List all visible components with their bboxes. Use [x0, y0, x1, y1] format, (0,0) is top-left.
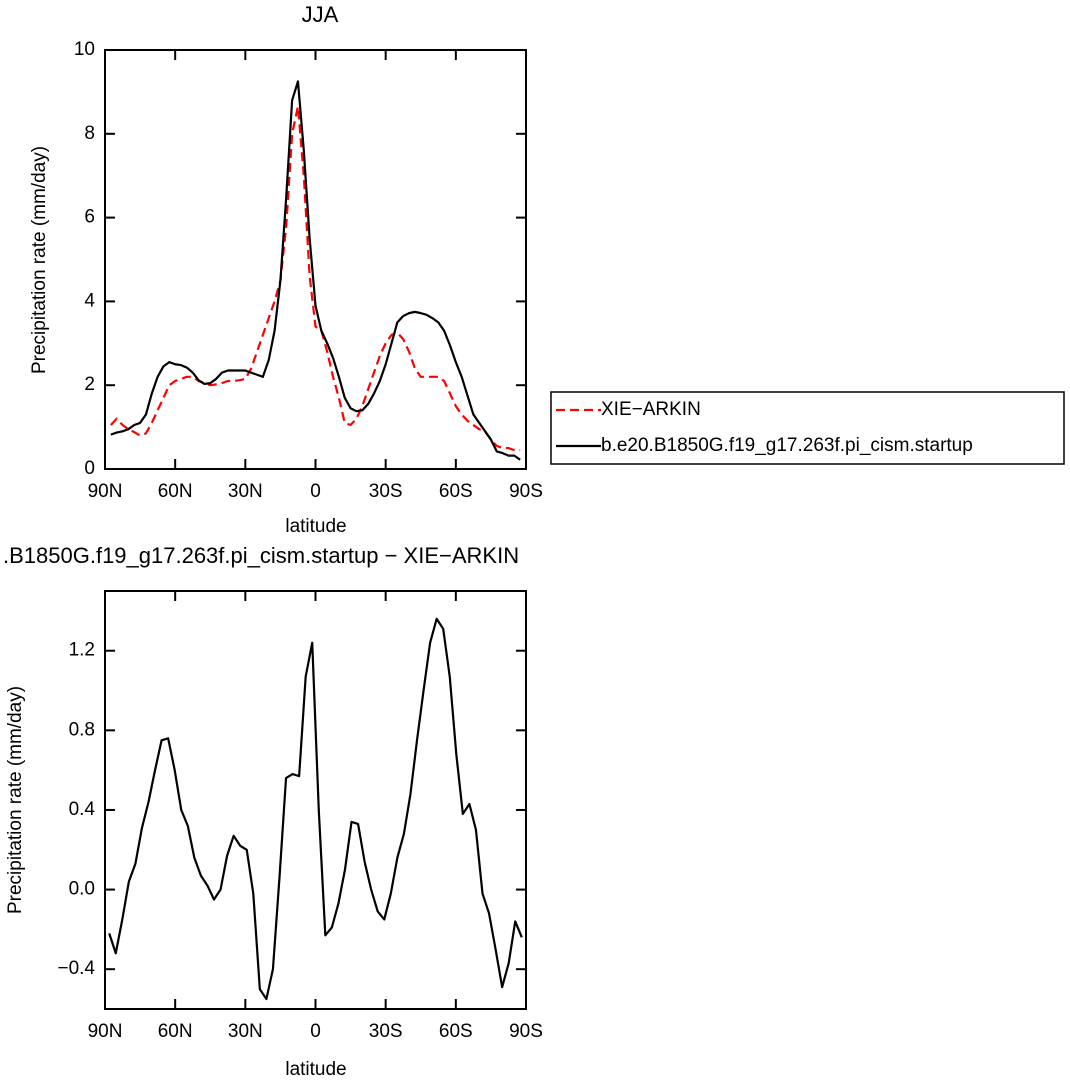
- y-tick-label: 0.4: [69, 799, 96, 820]
- legend-label: XIE−ARKIN: [601, 399, 701, 420]
- x-tick-label: 90S: [509, 481, 543, 502]
- x-tick-label: 30S: [369, 481, 403, 502]
- x-tick-label: 60N: [158, 481, 193, 502]
- line-series: [108, 617, 523, 1001]
- y-tick-label: 0.0: [69, 879, 95, 900]
- x-tick-label: 30N: [228, 481, 263, 502]
- legend-label: b.e20.B1850G.f19_g17.263f.pi_cism.startu…: [601, 435, 973, 456]
- y-tick-label: 10: [74, 39, 95, 60]
- plot-frame: [104, 590, 527, 1010]
- x-tick-label: 90N: [88, 481, 123, 502]
- x-axis-label: latitude: [285, 1059, 346, 1080]
- y-axis-label: Precipitation rate (mm/day): [5, 686, 26, 914]
- x-tick-label: 30N: [228, 1021, 263, 1042]
- y-axis-label: Precipitation rate (mm/day): [29, 146, 50, 374]
- y-tick-label: 4: [84, 290, 95, 311]
- legend-box: [550, 391, 1065, 465]
- x-tick-label: 30S: [369, 1021, 403, 1042]
- x-tick-label: 90S: [509, 1021, 543, 1042]
- x-tick-label: 60S: [439, 1021, 473, 1042]
- x-tick-label: 60N: [158, 1021, 193, 1042]
- plot-frame: [104, 49, 527, 470]
- y-tick-label: −0.4: [57, 958, 95, 979]
- line-series: [110, 80, 521, 461]
- x-tick-label: 60S: [439, 481, 473, 502]
- x-tick-label: 0: [310, 1021, 321, 1042]
- x-axis-label: latitude: [285, 516, 346, 537]
- x-tick-label: 90N: [88, 1021, 123, 1042]
- chart-title: .B1850G.f19_g17.263f.pi_cism.startup − X…: [3, 543, 519, 568]
- y-tick-label: 6: [84, 207, 95, 228]
- y-tick-label: 8: [84, 123, 95, 144]
- y-tick-label: 0: [84, 458, 95, 479]
- y-tick-label: 1.2: [69, 640, 95, 661]
- chart-title: JJA: [302, 2, 339, 27]
- line-series: [110, 105, 521, 452]
- y-tick-label: 2: [84, 374, 95, 395]
- y-tick-label: 0.8: [69, 719, 95, 740]
- x-tick-label: 0: [310, 481, 321, 502]
